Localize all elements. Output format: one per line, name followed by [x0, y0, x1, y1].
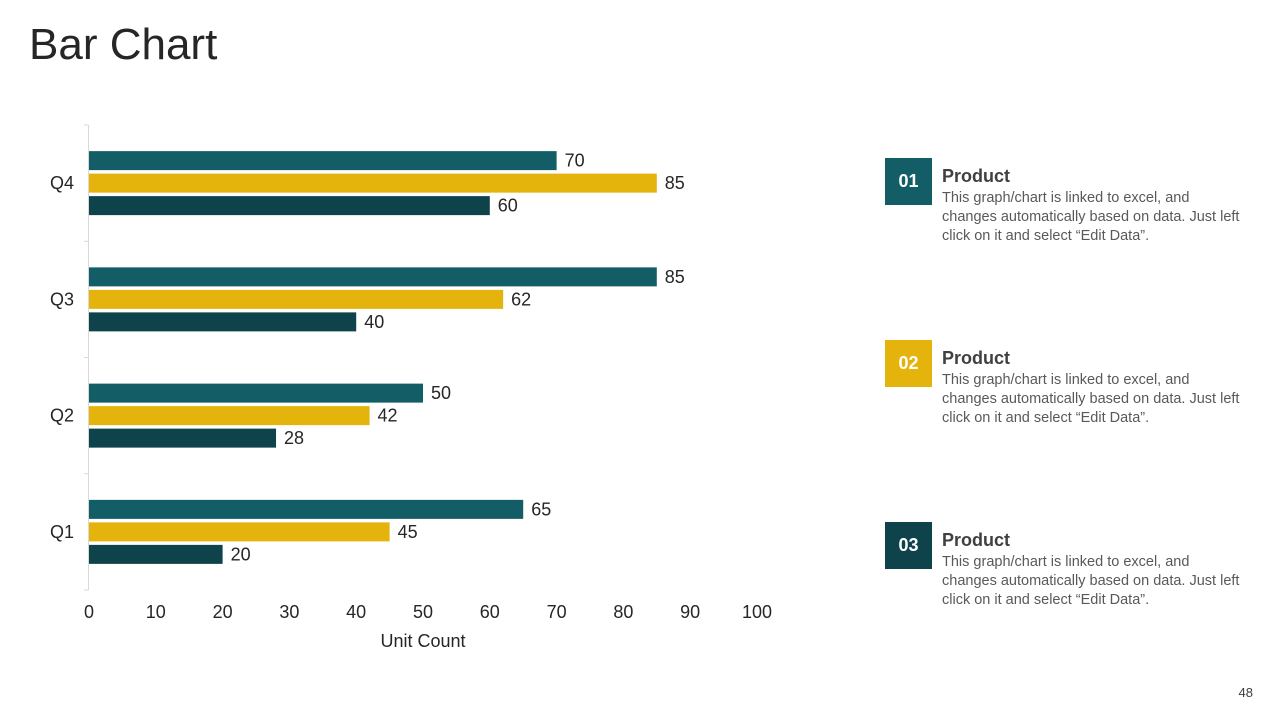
- bar-q1-series-2: [89, 522, 390, 542]
- x-tick-label: 70: [547, 602, 567, 622]
- bar-q4-series-3: [89, 196, 490, 216]
- legend-description: This graph/chart is linked to excel, and…: [942, 190, 1240, 244]
- category-label: Q2: [50, 406, 74, 426]
- legend-item-01: 01 Product This graph/chart is linked to…: [885, 158, 1245, 258]
- data-label: 85: [665, 173, 685, 193]
- category-label: Q3: [50, 289, 74, 309]
- x-tick-label: 0: [84, 602, 94, 622]
- x-tick-label: 10: [146, 602, 166, 622]
- data-label: 70: [565, 151, 585, 171]
- bar-q2-series-2: [89, 406, 370, 426]
- bar-q1-series-1: [89, 499, 524, 519]
- bar-q3-series-2: [89, 289, 504, 309]
- data-label: 62: [511, 289, 531, 309]
- data-label: 28: [284, 428, 304, 448]
- bar-q4-series-2: [89, 173, 657, 193]
- bar-q1-series-3: [89, 544, 223, 564]
- bar-chart[interactable]: Q1 65 45 20 Q2 50 42 28 Q3 85 62 40 Q4 70 85 60 0 10 20 30 4…: [0, 100, 800, 660]
- data-label: 42: [378, 406, 398, 426]
- bar-q2-series-3: [89, 428, 277, 448]
- data-label: 40: [364, 312, 384, 332]
- data-label: 45: [398, 522, 418, 542]
- legend-title: Product: [942, 530, 1011, 550]
- bar-q3-series-1: [89, 267, 657, 287]
- page-title: Bar Chart: [29, 20, 218, 69]
- x-tick-label: 30: [279, 602, 299, 622]
- bar-q2-series-1: [89, 383, 423, 403]
- x-tick-label: 50: [413, 602, 433, 622]
- bar-q3-series-3: [89, 312, 357, 332]
- category-label: Q4: [50, 173, 74, 193]
- x-tick-label: 60: [480, 602, 500, 622]
- x-tick-label: 20: [213, 602, 233, 622]
- legend-item-02: 02 Product This graph/chart is linked to…: [885, 340, 1245, 440]
- x-tick-label: 40: [346, 602, 366, 622]
- legend-description: This graph/chart is linked to excel, and…: [942, 554, 1240, 608]
- legend-description: This graph/chart is linked to excel, and…: [942, 372, 1240, 426]
- legend-badge: 02: [885, 340, 932, 387]
- data-label: 20: [231, 544, 251, 564]
- x-tick-label: 90: [680, 602, 700, 622]
- category-label: Q1: [50, 522, 74, 542]
- data-label: 65: [531, 499, 551, 519]
- x-tick-label: 100: [742, 602, 772, 622]
- bar-q4-series-1: [89, 151, 557, 171]
- legend-badge: 01: [885, 158, 932, 205]
- data-label: 60: [498, 196, 518, 216]
- legend-title: Product: [942, 348, 1011, 368]
- x-axis-title: Unit Count: [380, 631, 465, 651]
- legend-item-03: 03 Product This graph/chart is linked to…: [885, 522, 1245, 622]
- legend-badge: 03: [885, 522, 932, 569]
- data-label: 50: [431, 383, 451, 403]
- x-tick-label: 80: [613, 602, 633, 622]
- page-number: 48: [1238, 685, 1253, 700]
- data-label: 85: [665, 267, 685, 287]
- legend-title: Product: [942, 166, 1011, 186]
